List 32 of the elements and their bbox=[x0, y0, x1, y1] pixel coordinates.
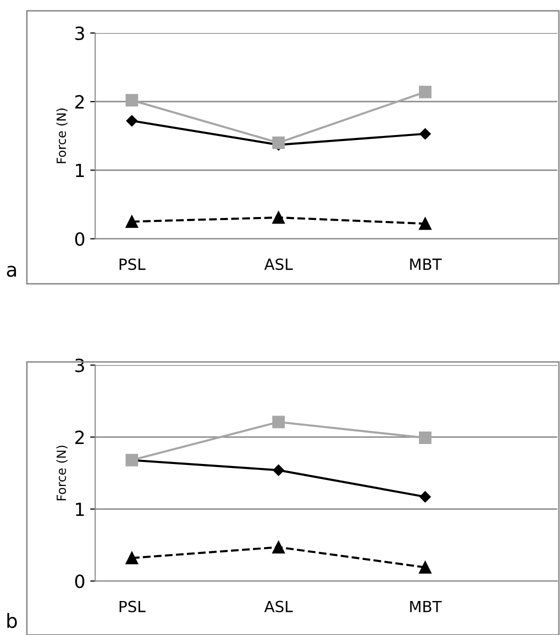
point bbox=[272, 464, 284, 476]
x-tick-label: PSL bbox=[120, 258, 146, 270]
point bbox=[126, 115, 138, 126]
point bbox=[418, 432, 432, 444]
point bbox=[420, 128, 431, 140]
y-tick-label: 0 bbox=[75, 232, 84, 246]
y-tick-label: 1 bbox=[76, 164, 84, 178]
x-tick-label: ASL bbox=[264, 258, 293, 270]
x-tick-label: ASL bbox=[264, 600, 293, 612]
text: b bbox=[7, 613, 17, 628]
point bbox=[126, 215, 138, 228]
point bbox=[272, 540, 285, 554]
point bbox=[126, 552, 138, 564]
point bbox=[126, 94, 138, 106]
y-axis-title: Force (N) bbox=[56, 446, 68, 500]
x-tick-label: PSL bbox=[120, 600, 146, 612]
y-tick-label: 3 bbox=[75, 26, 84, 40]
text: a bbox=[6, 266, 16, 277]
point bbox=[418, 86, 432, 98]
y-tick-label: 2 bbox=[75, 95, 84, 108]
x-tick-label: MBT bbox=[410, 600, 442, 612]
point bbox=[420, 491, 431, 502]
point bbox=[418, 217, 432, 230]
point bbox=[272, 416, 285, 428]
y-tick-label: 3 bbox=[75, 358, 84, 372]
y-axis-title: Force (N) bbox=[56, 108, 68, 164]
point bbox=[418, 561, 432, 574]
y-tick-label: 0 bbox=[75, 574, 84, 588]
point bbox=[272, 211, 285, 224]
y-tick-label: 1 bbox=[76, 502, 84, 516]
y-tick-label: 2 bbox=[75, 430, 84, 444]
x-tick-label: MBT bbox=[410, 258, 442, 270]
